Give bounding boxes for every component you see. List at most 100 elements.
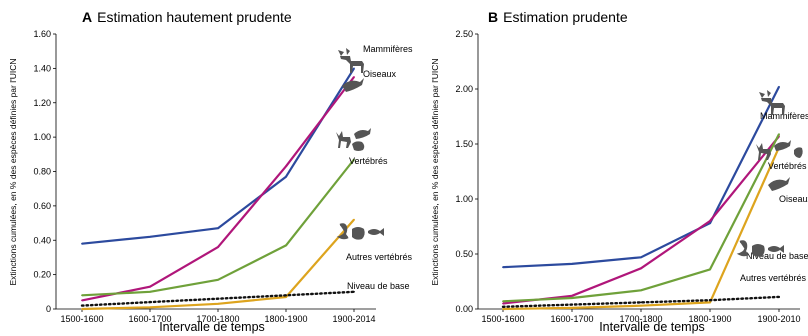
bird-icon (342, 78, 364, 92)
data-point-birds (149, 285, 151, 288)
panel-b-y-axis-label: Extinctions cumulées, en % des espèces d… (430, 59, 440, 286)
panel-b-title-text: Estimation prudente (503, 9, 628, 25)
data-point-baseline (502, 305, 504, 308)
data-point-birds (640, 267, 642, 270)
x-tick-label: 1500-1600 (481, 314, 524, 324)
x-tick-label: 1800-1900 (264, 314, 307, 324)
data-point-vertebrates (571, 297, 573, 299)
panel-a-y-axis-label: Extinctions cumulées, en % des espèces d… (8, 59, 18, 286)
panel-b-label-vertebrates: Vertébrés (768, 161, 807, 171)
y-tick-label: 1.50 (455, 139, 473, 149)
data-point-mammals (571, 263, 573, 265)
panel-b-title: B Estimation prudente (488, 9, 628, 25)
data-point-birds (217, 246, 219, 249)
panel-a-title: A Estimation hautement prudente (82, 9, 292, 25)
y-tick-label: 1.00 (33, 132, 51, 142)
data-point-mammals (81, 242, 83, 245)
y-tick-label: 2.00 (455, 84, 473, 94)
series-line-baseline (501, 295, 781, 308)
panel-a-axes (55, 34, 376, 310)
x-tick-label: 1700-1800 (619, 314, 662, 324)
data-point-vertebrates (81, 294, 83, 297)
y-tick-label: 2.50 (455, 29, 473, 39)
series-line-birds (502, 135, 780, 305)
series-line-other (502, 146, 781, 311)
y-tick-label: 0.80 (33, 167, 51, 177)
x-tick-label: 1600-1700 (550, 314, 593, 324)
data-point-baseline (217, 297, 219, 300)
data-point-vertebrates (149, 290, 151, 293)
x-tick-label: 1800-1900 (688, 314, 731, 324)
panel-a-label-birds: Oiseaux (363, 69, 397, 79)
panel-b-label-mammals: Mammifères (760, 111, 808, 121)
data-point-mammals (640, 256, 642, 259)
panel-a-letter: A (82, 9, 92, 25)
panel-a-label-other-vertebrates: Autres vertébrés (346, 252, 413, 262)
data-point-birds (571, 294, 573, 297)
panel-a: A Estimation hautement prudente Extinctio… (8, 9, 413, 334)
x-tick-label: 1900-2010 (757, 314, 800, 324)
data-point-mammals (217, 227, 219, 230)
x-tick-label: 1600-1700 (128, 314, 171, 324)
panel-b-letter: B (488, 9, 498, 25)
data-point-other (571, 307, 573, 309)
data-point-vertebrates (778, 133, 780, 136)
panel-b-y-ticks: 0.00 0.50 1.00 1.50 2.00 2.50 (455, 29, 478, 314)
data-point-vertebrates (285, 244, 287, 247)
data-point-other (353, 218, 355, 221)
panel-a-label-mammals: Mammifères (363, 44, 413, 54)
data-point-vertebrates (353, 158, 355, 161)
panel-b-x-ticks: 1500-1600 1600-1700 1700-1800 1800-1900 1900… (481, 309, 801, 324)
x-tick-label: 1500-1600 (60, 314, 103, 324)
data-point-mammals (149, 235, 151, 238)
y-tick-label: 1.40 (33, 63, 51, 73)
data-point-baseline (709, 299, 711, 302)
x-tick-label: 1700-1800 (196, 314, 239, 324)
y-tick-label: 1.20 (33, 98, 51, 108)
vertebrates-group-icon (336, 128, 371, 151)
panel-a-series-lines (80, 67, 356, 311)
y-tick-label: 0 (46, 304, 51, 314)
panel-a-x-axis-label: Intervalle de temps (159, 320, 265, 334)
series-line-vertebrates (502, 133, 780, 303)
y-tick-label: 0.20 (33, 270, 51, 280)
data-point-other (285, 296, 287, 298)
series-line-mammals (81, 67, 355, 245)
panel-a-title-text: Estimation hautement prudente (97, 9, 292, 25)
x-tick-label: 1900-2014 (332, 314, 375, 324)
y-tick-label: 0.40 (33, 235, 51, 245)
other-vertebrates-icon (336, 223, 384, 240)
panel-b-label-other-vertebrates: Autres vertébrés (740, 273, 807, 283)
data-point-other (217, 302, 219, 305)
data-point-baseline (571, 303, 573, 306)
data-point-birds (502, 302, 504, 305)
panel-b-label-baseline: Niveau de base (746, 251, 808, 261)
data-point-baseline (353, 290, 355, 293)
data-point-vertebrates (709, 268, 711, 271)
data-point-vertebrates (502, 300, 504, 303)
y-tick-label: 1.00 (455, 194, 473, 204)
panel-a-label-vertebrates: Vertébrés (349, 156, 388, 166)
data-point-baseline (149, 301, 151, 303)
deer-icon (338, 48, 364, 73)
panel-a-label-baseline: Niveau de base (347, 281, 410, 291)
data-point-mammals (502, 266, 504, 269)
y-tick-label: 0.00 (455, 304, 473, 314)
data-point-birds (709, 220, 711, 222)
data-point-mammals (285, 175, 287, 178)
data-point-other (640, 304, 642, 307)
data-point-vertebrates (640, 289, 642, 292)
data-point-baseline (778, 296, 780, 298)
data-point-other (502, 308, 504, 310)
deer-icon (759, 90, 785, 115)
y-tick-label: 0.50 (455, 249, 473, 259)
data-point-baseline (640, 301, 642, 304)
y-tick-label: 1.60 (33, 29, 51, 39)
y-tick-label: 0.60 (33, 201, 51, 211)
series-line-other (81, 218, 355, 311)
data-point-baseline (81, 304, 83, 307)
data-point-other (149, 306, 151, 309)
data-point-mammals (778, 85, 780, 88)
data-point-other (709, 301, 711, 304)
